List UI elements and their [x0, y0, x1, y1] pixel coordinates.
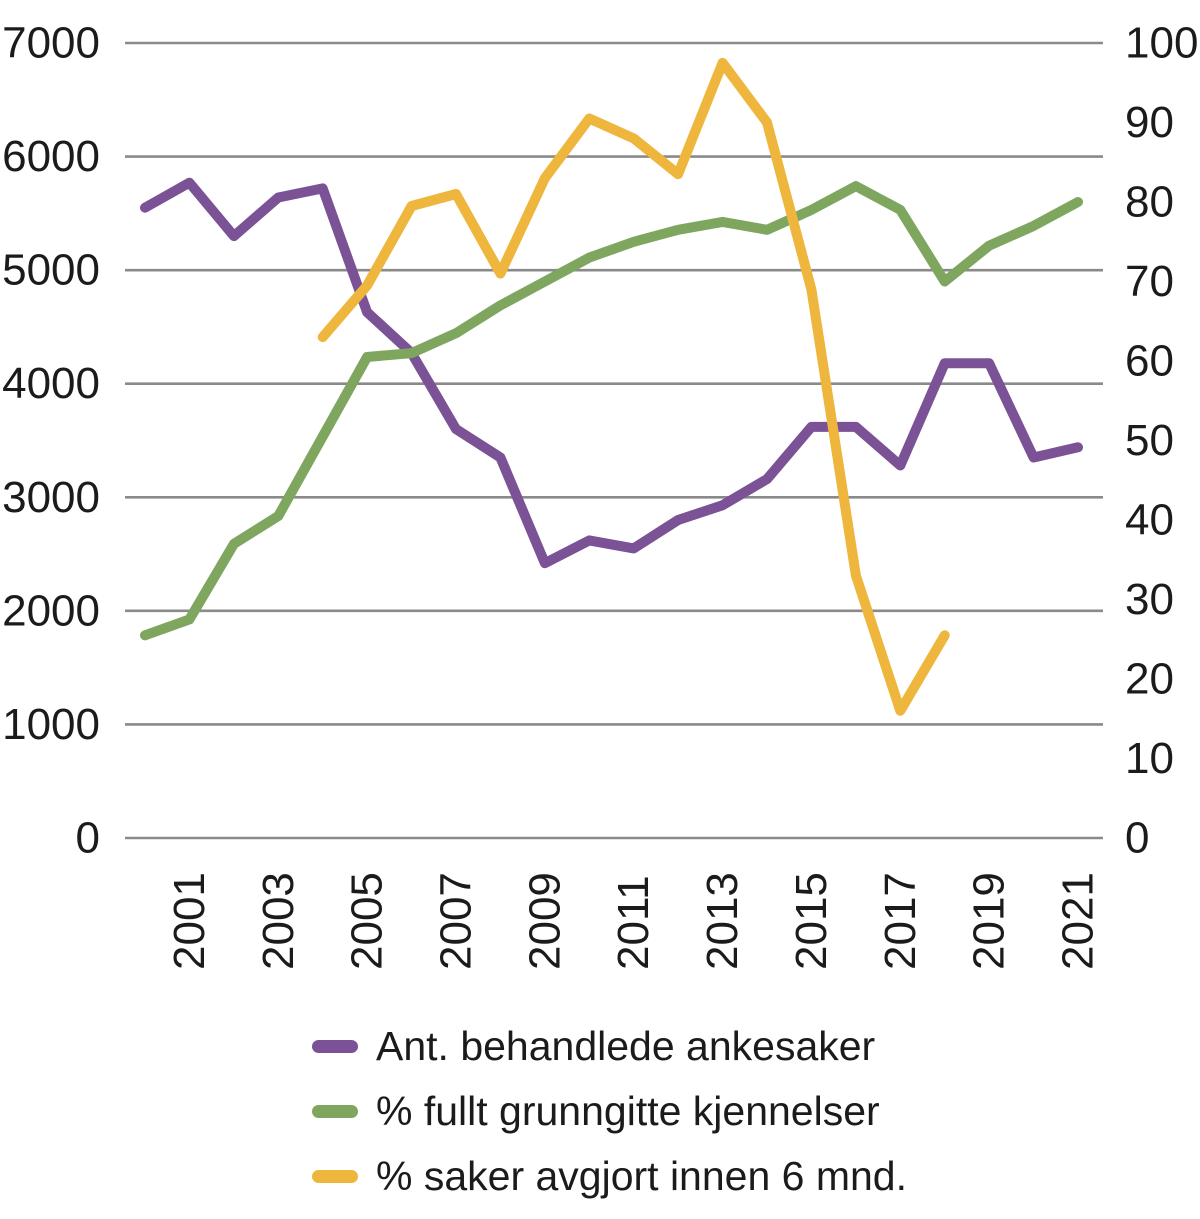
x-axis-tick: 2017 [876, 872, 925, 970]
x-axis-tick: 2009 [520, 872, 569, 970]
right-axis-tick: 0 [1125, 814, 1149, 863]
right-axis-tick: 10 [1125, 734, 1174, 783]
right-axis-tick: 60 [1125, 337, 1174, 386]
x-axis-tick: 2003 [254, 872, 303, 970]
left-axis-tick: 0 [76, 814, 100, 863]
x-axis-tick: 2015 [787, 872, 836, 970]
x-axis-tick: 2013 [698, 872, 747, 970]
x-axis-tick: 2007 [432, 872, 481, 970]
left-axis-tick: 2000 [2, 586, 100, 635]
right-axis-tick: 70 [1125, 257, 1174, 306]
x-axis-tick: 2021 [1054, 872, 1103, 970]
innen6mnd-legend-label: % saker avgjort innen 6 mnd. [376, 1153, 907, 1199]
innen6mnd-line [317, 57, 950, 716]
right-axis-tick: 100 [1125, 19, 1198, 68]
right-axis-tick-labels: 0 10 20 30 40 50 60 70 80 90 100 [1125, 19, 1198, 863]
x-axis-tick: 2001 [165, 872, 214, 970]
x-axis-tick: 2011 [609, 875, 658, 970]
grunngitte-line [140, 181, 1083, 641]
x-axis-tick: 2019 [965, 872, 1014, 970]
legend-item-ankesaker: Ant. behandlede ankesaker [312, 1014, 907, 1079]
legend-item-grunngitte: % fullt grunngitte kjennelser [312, 1079, 907, 1144]
left-axis-tick: 1000 [2, 700, 100, 749]
ankesaker-swatch [312, 1040, 358, 1053]
right-axis-tick: 40 [1125, 496, 1174, 545]
right-axis-tick: 20 [1125, 655, 1174, 704]
grunngitte-legend-label: % fullt grunngitte kjennelser [376, 1088, 880, 1134]
right-axis-tick: 50 [1125, 416, 1174, 465]
left-axis-tick-labels: 0 1000 2000 3000 4000 5000 6000 7000 [2, 19, 100, 863]
ankesaker-legend-label: Ant. behandlede ankesaker [376, 1023, 876, 1069]
left-axis-tick: 7000 [2, 19, 100, 68]
left-axis-tick: 4000 [2, 359, 100, 408]
legend-item-innen6mnd: % saker avgjort innen 6 mnd. [312, 1144, 907, 1209]
legend: Ant. behandlede ankesaker % fullt grunng… [312, 1014, 907, 1209]
left-axis-tick: 3000 [2, 473, 100, 522]
x-axis-tick: 2005 [343, 872, 392, 970]
innen6mnd-swatch [312, 1170, 358, 1183]
right-axis-tick: 80 [1125, 178, 1174, 227]
right-axis-tick: 30 [1125, 575, 1174, 624]
gridlines [125, 41, 1103, 840]
right-axis-tick: 90 [1125, 98, 1174, 147]
left-axis-tick: 5000 [2, 246, 100, 295]
grunngitte-swatch [312, 1105, 358, 1118]
x-axis-tick-labels: 2001 2003 2005 2007 2009 2011 2013 2015 2017 2019… [165, 872, 1103, 970]
left-axis-tick: 6000 [2, 132, 100, 181]
ankesaker-line [140, 177, 1083, 569]
